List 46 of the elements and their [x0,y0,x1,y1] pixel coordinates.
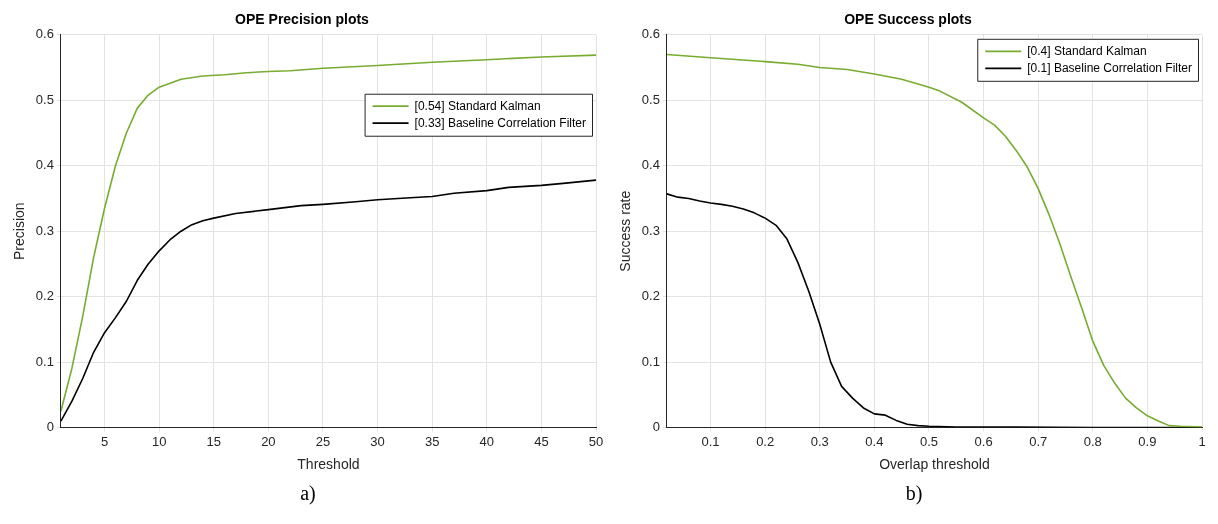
legend-label: [0.4] Standard Kalman [1027,43,1147,58]
x-tick-label: 1 [1198,433,1206,449]
y-tick-label: 0.6 [641,26,660,42]
y-tick-label: 0.3 [35,222,54,238]
x-tick-label: 0.7 [1029,433,1048,449]
x-tick-label: 40 [479,433,495,449]
chart-title: OPE Success plots [844,11,973,28]
legend-label: [0.54] Standard Kalman [414,98,541,113]
x-tick-label: 0.2 [756,433,775,449]
x-tick-label: 35 [424,433,440,449]
x-tick-label: 50 [588,433,604,449]
x-tick-label: 0.8 [1083,433,1102,449]
legend-label: [0.33] Baseline Correlation Filter [414,115,587,130]
y-tick-label: 0 [652,419,660,435]
y-tick-label: 0.5 [641,91,660,107]
x-tick-label: 0.4 [865,433,884,449]
y-tick-label: 0.2 [35,288,54,304]
y-tick-label: 0.3 [641,222,660,238]
legend-label: [0.1] Baseline Correlation Filter [1027,60,1193,75]
x-tick-label: 20 [261,433,276,449]
x-tick-label: 10 [151,433,167,449]
x-axis-title: Threshold [297,456,360,473]
text: b) [904,482,924,505]
y-tick-label: 0.6 [35,26,54,42]
x-axis-title: Overlap threshold [879,456,990,473]
y-tick-label: 0.2 [641,288,660,304]
x-tick-label: 0.6 [974,433,993,449]
x-tick-label: 5 [100,433,109,449]
x-tick-label: 0.1 [701,433,720,449]
y-tick-label: 0 [46,419,54,435]
y-axis-title: Precision [11,202,28,260]
y-tick-label: 0.1 [641,353,660,369]
text: a) [299,482,317,505]
y-tick-label: 0.5 [35,91,54,107]
y-axis-title: Success rate [617,190,634,272]
y-tick-label: 0.4 [35,157,54,173]
x-tick-label: 25 [315,433,331,449]
x-tick-label: 0.3 [810,433,829,449]
y-tick-label: 0.4 [641,157,660,173]
x-tick-label: 15 [206,433,221,449]
y-tick-label: 0.1 [35,353,54,369]
x-tick-label: 45 [534,433,549,449]
x-tick-label: 30 [370,433,385,449]
chart-title: OPE Precision plots [235,11,370,28]
x-tick-label: 0.5 [919,433,939,449]
x-tick-label: 0.9 [1138,433,1157,449]
